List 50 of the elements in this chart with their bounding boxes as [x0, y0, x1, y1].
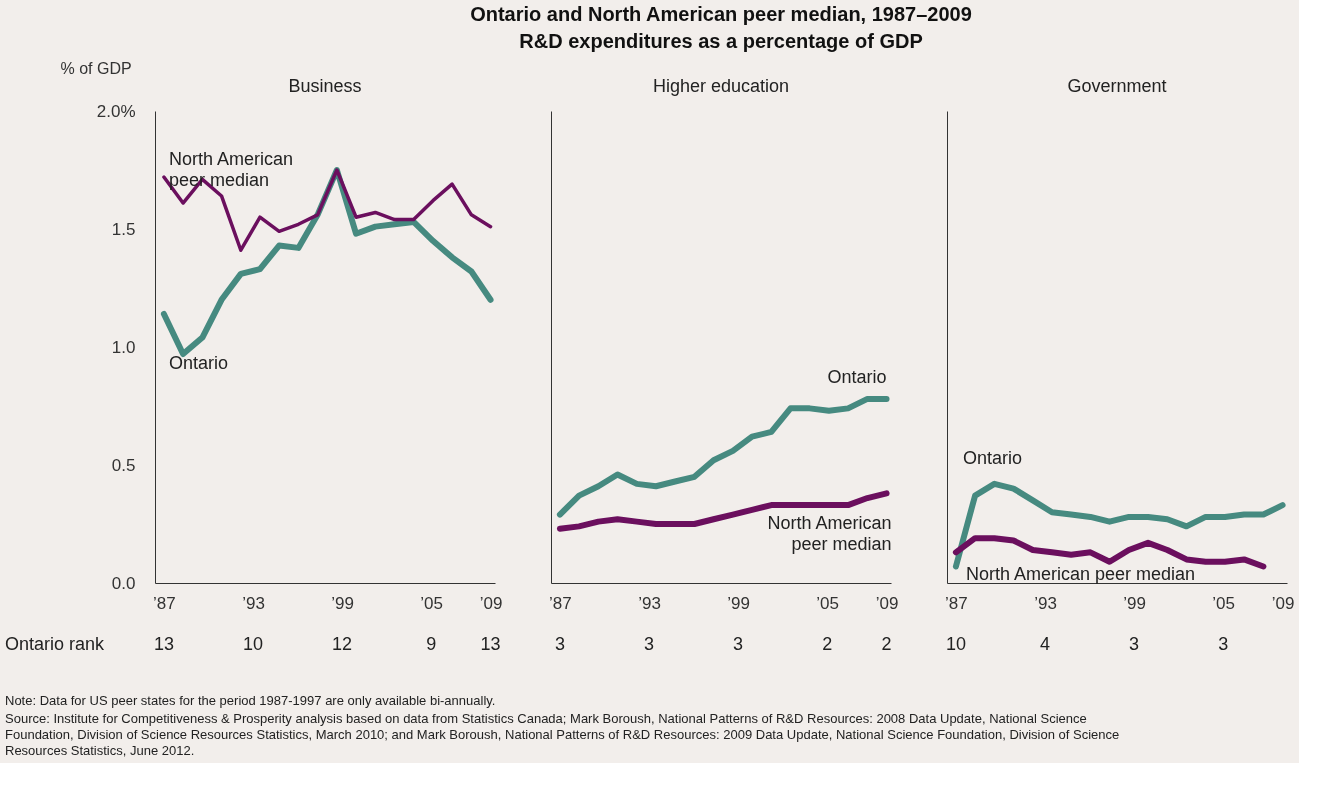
- text: 10: [945, 634, 966, 654]
- chart-title: Business: [288, 76, 362, 96]
- y-tick-label: 1.5: [111, 219, 136, 239]
- x-tick-label: ’93: [242, 593, 265, 613]
- x-tick-label: ’99: [727, 593, 750, 613]
- text: 4: [1039, 634, 1050, 654]
- x-tick-label: ’09: [1271, 593, 1295, 613]
- series-label: Ontario: [827, 366, 887, 387]
- y-tick-label: 1.0: [111, 337, 136, 357]
- text: 10: [242, 634, 264, 654]
- text: 3: [554, 634, 565, 654]
- series-label: North American peer median: [965, 564, 1196, 585]
- y-tick-label: 0.5: [111, 455, 136, 475]
- text: Note: Data for US peer states for the period 1987-1997 are only available bi-annually.: [5, 693, 496, 708]
- x-tick-label: ’05: [1212, 593, 1235, 613]
- x-tick-label: ’87: [945, 593, 968, 613]
- text: 13: [153, 634, 174, 654]
- series-label: Ontario: [963, 447, 1023, 468]
- text: 3: [1129, 634, 1140, 654]
- chart-title: Higher education: [652, 76, 790, 96]
- series-label: North American peer median: [767, 513, 892, 555]
- x-tick-label: ’05: [420, 593, 443, 613]
- x-tick-label: ’09: [875, 593, 899, 613]
- text: 12: [332, 634, 353, 654]
- x-tick-label: ’99: [1123, 593, 1146, 613]
- text: 3: [643, 634, 654, 654]
- text: Ontario and North American peer median, 1987–2009: [470, 3, 972, 25]
- text: 2: [822, 634, 833, 654]
- chart-title: Government: [1067, 76, 1167, 96]
- text: Ontario rank: [5, 634, 106, 654]
- x-tick-label: ’93: [638, 593, 661, 613]
- series-label: North American peer median: [168, 149, 293, 191]
- text: 9: [426, 634, 437, 654]
- text: R&D expenditures as a percentage of GDP: [519, 30, 923, 52]
- line-series: [162, 168, 493, 252]
- y-tick-label: 0.0: [111, 573, 136, 593]
- text: 3: [1218, 634, 1229, 654]
- text: 3: [733, 634, 744, 654]
- text: 2: [881, 634, 892, 654]
- y-axis-title: % of GDP: [60, 59, 132, 77]
- y-tick-label: 2.0%: [96, 101, 136, 121]
- series-label: Ontario: [168, 352, 228, 373]
- source-note: Source: Institute for Competitiveness & Prosperity analysis based on data from Statistics Canada; Mark Boroush, National Patterns of R&D Resources: 2008 Data Update, National Science Foundation, Division of Science Resources Statistics, March 2010; and Mark Boroush, National Patterns of R&D Resources: 2009 Data Update, National Science Foundation, Division of Science Resources Statistics, June 2012.: [5, 711, 1120, 758]
- text: 13: [480, 634, 501, 654]
- x-tick-label: ’87: [549, 593, 572, 613]
- x-tick-label: ’99: [331, 593, 354, 613]
- x-tick-label: ’93: [1034, 593, 1057, 613]
- x-tick-label: ’87: [153, 593, 176, 613]
- x-tick-label: ’09: [479, 593, 503, 613]
- x-tick-label: ’05: [816, 593, 839, 613]
